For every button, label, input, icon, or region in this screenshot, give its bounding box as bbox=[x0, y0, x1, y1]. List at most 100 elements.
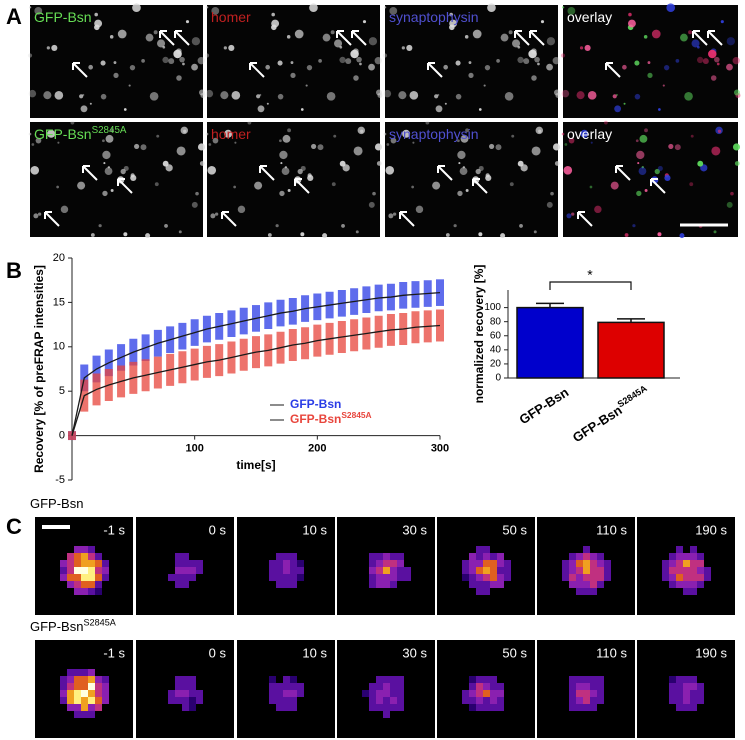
pixel bbox=[462, 690, 469, 697]
puncta bbox=[726, 63, 733, 71]
puncta bbox=[666, 3, 676, 13]
pixel bbox=[182, 567, 189, 574]
puncta bbox=[478, 232, 483, 237]
puncta bbox=[637, 162, 640, 165]
puncta bbox=[154, 182, 159, 187]
label-base: homer bbox=[211, 126, 251, 142]
pixel bbox=[662, 574, 669, 581]
puncta bbox=[28, 89, 37, 98]
pixel bbox=[476, 574, 483, 581]
time-label: 190 s bbox=[695, 522, 727, 537]
puncta bbox=[662, 84, 665, 87]
pixel bbox=[88, 546, 95, 553]
pixel bbox=[676, 676, 683, 683]
pixel bbox=[683, 581, 690, 588]
puncta bbox=[385, 165, 395, 175]
puncta bbox=[176, 75, 182, 81]
pixel bbox=[583, 588, 590, 595]
pixel bbox=[483, 690, 490, 697]
puncta bbox=[322, 233, 328, 239]
pixel bbox=[683, 676, 690, 683]
pixel bbox=[397, 697, 404, 704]
pixel bbox=[390, 574, 397, 581]
puncta bbox=[457, 150, 466, 160]
puncta bbox=[458, 162, 461, 165]
puncta bbox=[173, 49, 182, 59]
puncta bbox=[141, 59, 145, 63]
puncta bbox=[128, 84, 131, 87]
puncta bbox=[415, 205, 424, 214]
pixel bbox=[102, 574, 109, 581]
puncta bbox=[579, 46, 584, 50]
pixel bbox=[283, 560, 290, 567]
pixel bbox=[290, 560, 297, 567]
label-base: synaptophysin bbox=[389, 126, 479, 142]
puncta bbox=[110, 128, 114, 133]
puncta bbox=[508, 30, 513, 35]
puncta bbox=[88, 64, 94, 70]
puncta bbox=[279, 150, 288, 160]
time-label: 50 s bbox=[502, 522, 527, 537]
puncta bbox=[231, 91, 241, 100]
puncta bbox=[465, 188, 469, 192]
pixel bbox=[590, 683, 597, 690]
puncta bbox=[406, 44, 413, 52]
puncta bbox=[362, 20, 367, 24]
label-base: GFP-Bsn bbox=[34, 9, 92, 25]
pixel bbox=[189, 690, 196, 697]
puncta bbox=[634, 60, 640, 66]
pixel bbox=[590, 690, 597, 697]
puncta bbox=[734, 161, 740, 166]
pixel bbox=[697, 581, 704, 588]
puncta bbox=[100, 60, 106, 66]
pixel bbox=[590, 588, 597, 595]
arrow bbox=[472, 178, 488, 194]
puncta bbox=[684, 91, 693, 101]
pixel bbox=[562, 560, 569, 567]
pixel bbox=[476, 704, 483, 711]
puncta bbox=[732, 143, 741, 151]
pixel bbox=[597, 697, 604, 704]
pixel bbox=[683, 588, 690, 595]
puncta bbox=[635, 139, 639, 143]
pixel bbox=[569, 581, 576, 588]
pixel bbox=[74, 560, 81, 567]
puncta bbox=[290, 72, 296, 78]
pixel bbox=[95, 588, 102, 595]
puncta bbox=[102, 190, 108, 197]
pixel bbox=[369, 697, 376, 704]
puncta bbox=[587, 91, 597, 100]
pixel bbox=[583, 704, 590, 711]
arrow bbox=[692, 30, 708, 46]
pixel bbox=[276, 690, 283, 697]
arrow bbox=[427, 62, 443, 78]
pixel bbox=[74, 574, 81, 581]
arrow bbox=[221, 211, 237, 227]
puncta bbox=[552, 57, 560, 65]
pixel bbox=[189, 574, 196, 581]
pixel bbox=[88, 588, 95, 595]
label-sup: S2845A bbox=[83, 618, 116, 628]
y-tick-label: 15 bbox=[53, 296, 65, 308]
puncta bbox=[237, 205, 246, 214]
label-base: GFP-Bsn bbox=[290, 412, 341, 426]
puncta bbox=[468, 61, 472, 64]
arrow bbox=[437, 165, 453, 181]
pixel bbox=[676, 581, 683, 588]
puncta bbox=[195, 191, 199, 196]
puncta bbox=[197, 57, 205, 65]
puncta bbox=[359, 62, 362, 66]
arrow bbox=[249, 62, 265, 78]
pixel bbox=[383, 683, 390, 690]
pixel bbox=[376, 676, 383, 683]
pixel bbox=[383, 574, 390, 581]
pixel bbox=[175, 560, 182, 567]
pixel bbox=[676, 704, 683, 711]
puncta bbox=[412, 141, 415, 144]
pixel bbox=[376, 697, 383, 704]
label-sup: S2845A bbox=[616, 383, 649, 410]
arrow bbox=[72, 62, 88, 78]
puncta bbox=[563, 165, 573, 175]
pixel bbox=[81, 560, 88, 567]
puncta bbox=[444, 102, 447, 105]
